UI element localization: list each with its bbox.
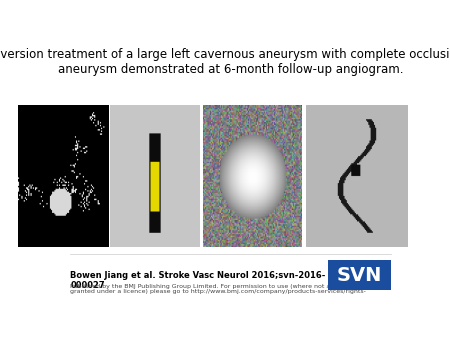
Text: Published by the BMJ Publishing Group Limited. For permission to use (where not : Published by the BMJ Publishing Group Li… [70,284,366,294]
Text: Flow diversion treatment of a large left cavernous aneurysm with complete occlus: Flow diversion treatment of a large left… [0,48,450,76]
FancyBboxPatch shape [328,261,391,290]
Text: SVN: SVN [337,266,382,285]
Text: Bowen Jiang et al. Stroke Vasc Neurol 2016;svn-2016-
000027: Bowen Jiang et al. Stroke Vasc Neurol 20… [70,271,325,290]
